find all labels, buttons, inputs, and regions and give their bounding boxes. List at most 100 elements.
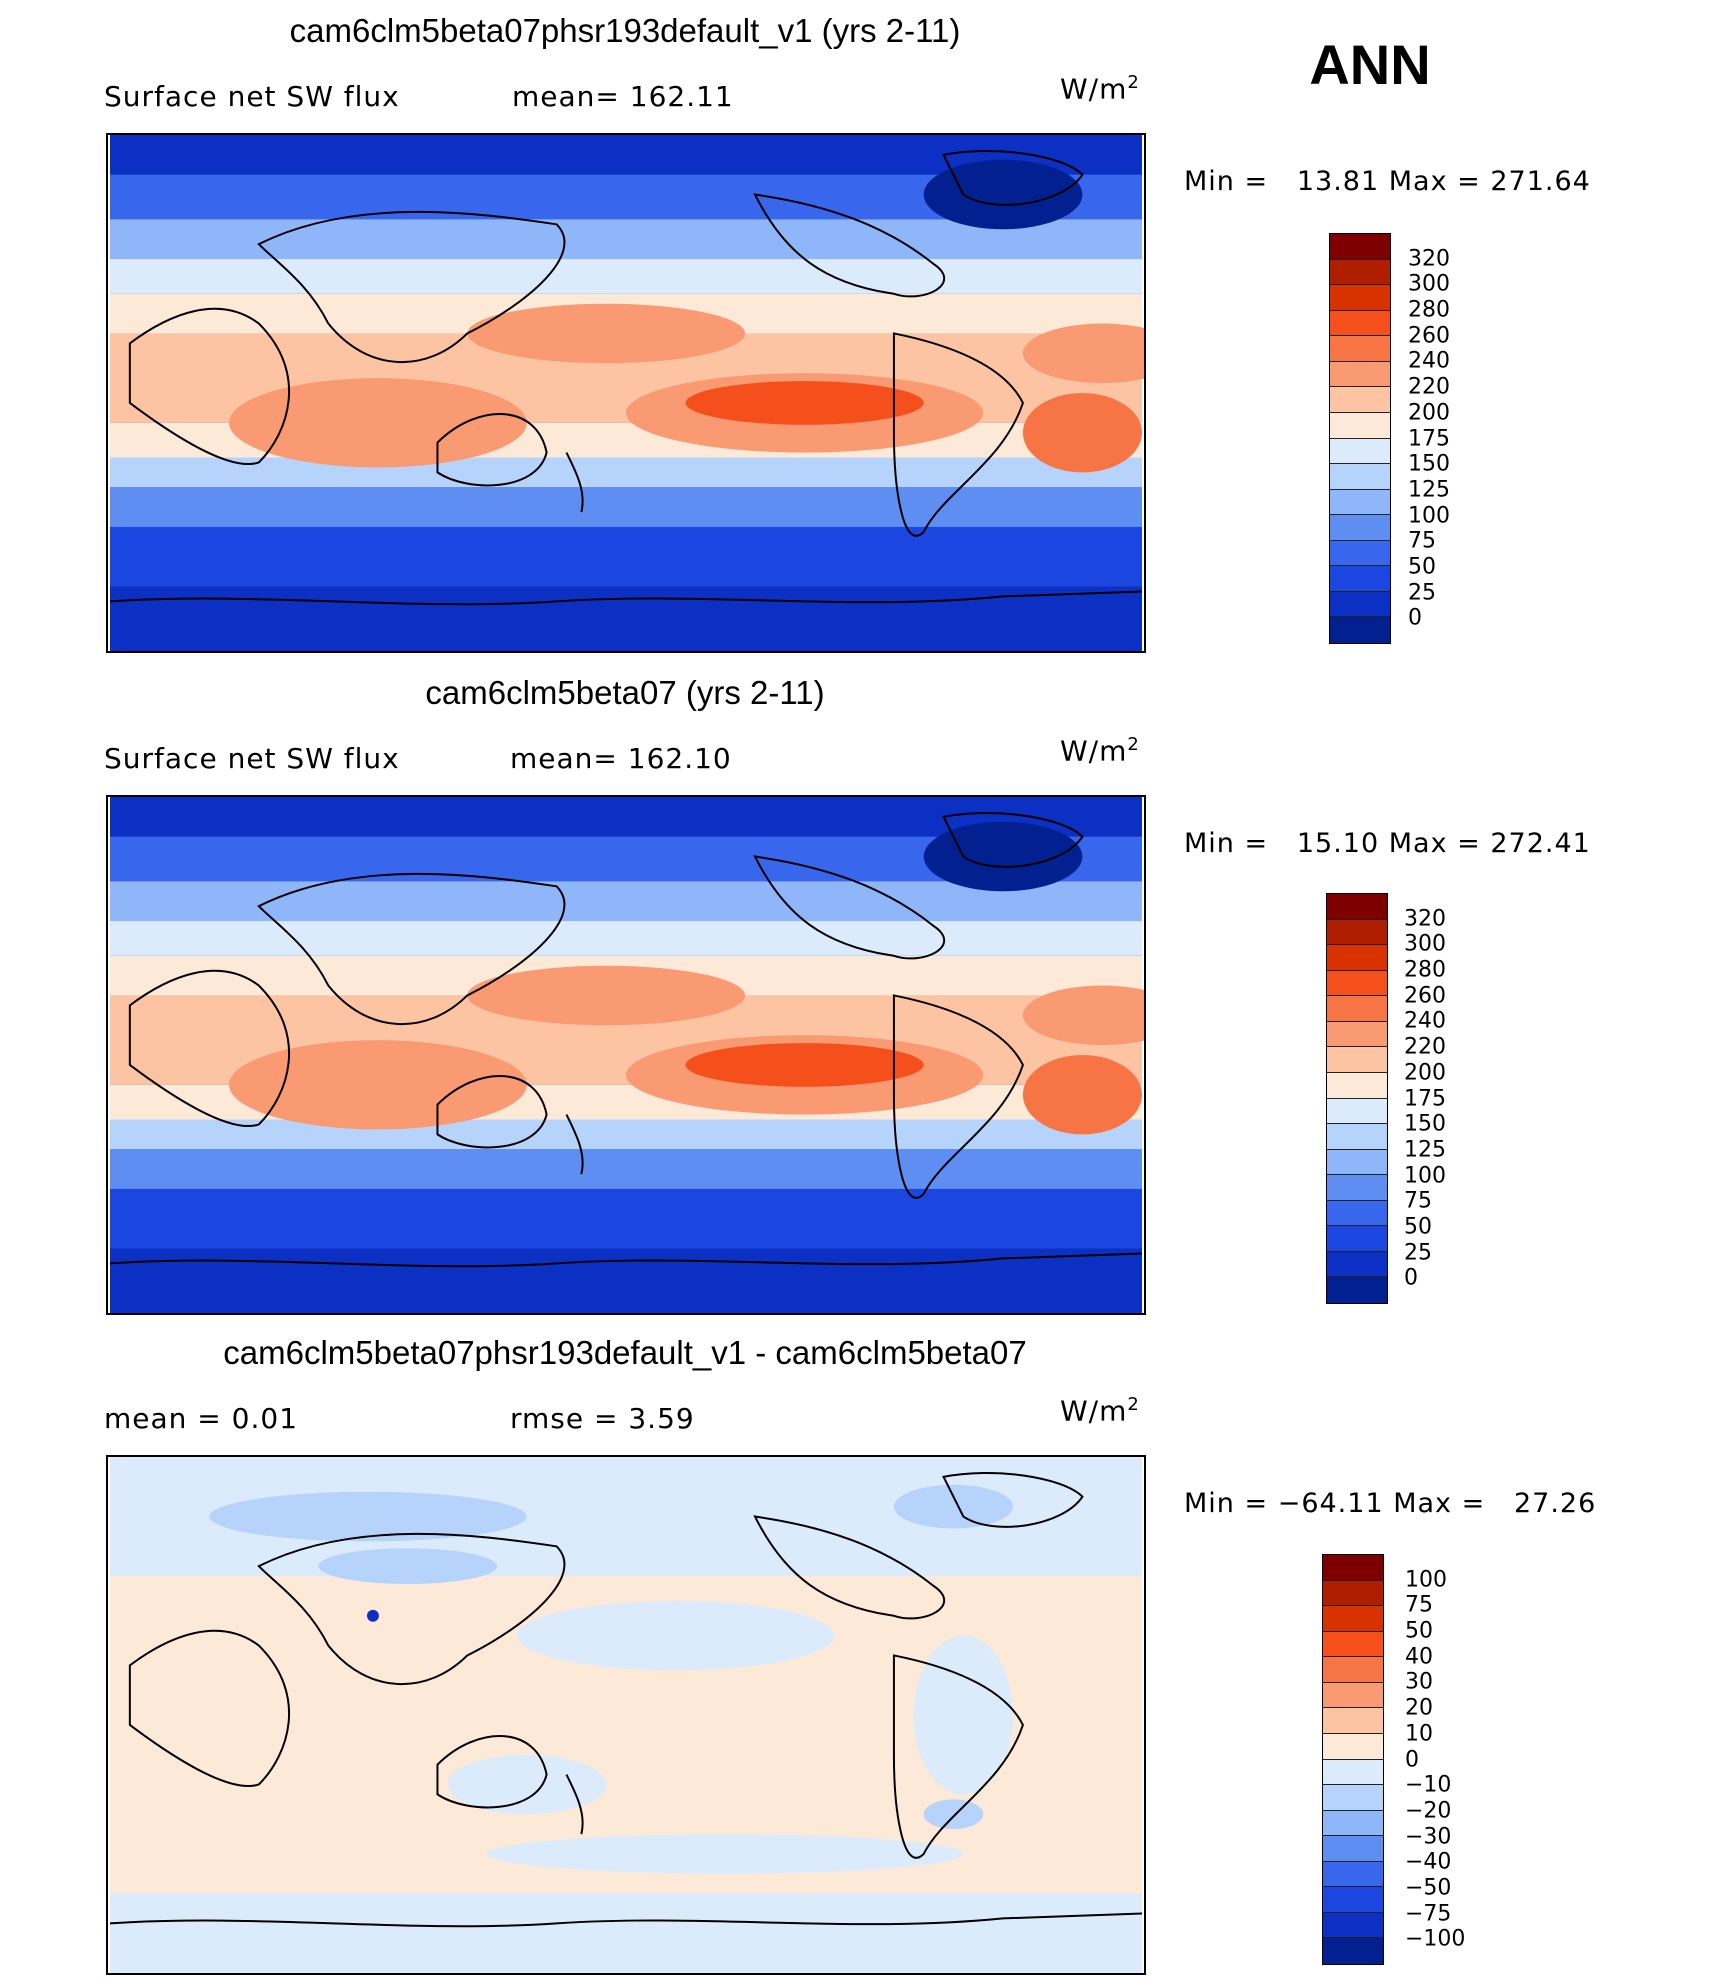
colorbar-swatch: [1327, 1277, 1387, 1303]
colorbar-tick-label: 50: [1404, 1214, 1432, 1240]
colorbar-tick-label: 30: [1405, 1669, 1433, 1695]
panel-1-mean-label: mean= 162.11: [512, 80, 734, 113]
colorbar-swatch: [1330, 387, 1390, 413]
panel-3-minmax: Min = −64.11 Max = 27.26: [1184, 1488, 1597, 1519]
colorbar-swatch: [1330, 285, 1390, 311]
colorbar-swatch: [1323, 1708, 1383, 1734]
colorbar-tick-label: 75: [1405, 1592, 1433, 1618]
colorbar-tick-label: 280: [1404, 957, 1446, 983]
panel-3-units: W/m2: [1060, 1394, 1140, 1428]
panel-2-mean-label: mean= 162.10: [510, 742, 732, 775]
panel-1-units: W/m2: [1060, 72, 1140, 106]
colorbar-swatch: [1330, 412, 1390, 439]
colorbar-swatch: [1327, 1021, 1387, 1048]
panel-3-colorbar: [1322, 1554, 1384, 1965]
colorbar-swatch: [1327, 1251, 1387, 1278]
colorbar-swatch: [1327, 1175, 1387, 1201]
panel-1-minmax: Min = 13.81 Max = 271.64: [1184, 166, 1591, 197]
colorbar-swatch: [1323, 1810, 1383, 1837]
colorbar-swatch: [1323, 1733, 1383, 1760]
colorbar-tick-label: 220: [1404, 1034, 1446, 1060]
colorbar-tick-label: 25: [1408, 580, 1436, 606]
colorbar-tick-label: 150: [1404, 1111, 1446, 1137]
colorbar-tick-label: 125: [1404, 1137, 1446, 1163]
panel-2-map: [106, 795, 1146, 1315]
colorbar-tick-label: 240: [1408, 348, 1450, 374]
panel-2-units: W/m2: [1060, 734, 1140, 768]
colorbar-tick-label: 200: [1404, 1060, 1446, 1086]
colorbar-swatch: [1323, 1938, 1383, 1964]
panel-2-colorbar: [1326, 893, 1388, 1304]
colorbar-tick-label: 40: [1405, 1644, 1433, 1670]
colorbar-swatch: [1323, 1606, 1383, 1632]
colorbar-tick-label: 240: [1404, 1008, 1446, 1034]
colorbar-swatch: [1327, 1047, 1387, 1073]
colorbar-tick-label: 150: [1408, 451, 1450, 477]
colorbar-tick-label: 0: [1408, 605, 1422, 631]
colorbar-swatch: [1330, 515, 1390, 541]
colorbar-tick-label: 25: [1404, 1240, 1432, 1266]
panel-3-mean-label: mean = 0.01: [104, 1402, 299, 1435]
panel-1-colorbar-labels: 320 300 280 260 240 220 200 175 150 125 100 75 50 25 0: [1408, 233, 1488, 644]
colorbar-tick-label: 200: [1408, 400, 1450, 426]
colorbar-tick-label: 320: [1404, 906, 1446, 932]
panel-2-variable-label: Surface net SW flux: [104, 742, 400, 775]
colorbar-swatch: [1327, 970, 1387, 997]
colorbar-tick-label: 280: [1408, 297, 1450, 323]
colorbar-swatch: [1327, 919, 1387, 946]
colorbar-swatch: [1327, 894, 1387, 920]
colorbar-tick-label: 300: [1408, 271, 1450, 297]
colorbar-swatch: [1327, 1124, 1387, 1150]
panel-1-map: [106, 133, 1146, 653]
colorbar-swatch: [1330, 566, 1390, 592]
panel-1-colorbar: [1329, 233, 1391, 644]
colorbar-tick-label: 300: [1404, 931, 1446, 957]
colorbar-swatch: [1323, 1912, 1383, 1939]
colorbar-tick-label: −30: [1405, 1824, 1452, 1850]
colorbar-swatch: [1323, 1785, 1383, 1811]
panel-3-colorbar-labels: 100 75 50 40 30 20 10 0 −10 −20 −30 −40 −50 −75 −100: [1405, 1554, 1495, 1965]
panel-1-variable-label: Surface net SW flux: [104, 80, 400, 113]
colorbar-swatch: [1330, 617, 1390, 643]
colorbar-tick-label: 260: [1404, 983, 1446, 1009]
panel-3-rmse-label: rmse = 3.59: [510, 1402, 695, 1435]
colorbar-swatch: [1330, 489, 1390, 516]
colorbar-tick-label: 220: [1408, 374, 1450, 400]
colorbar-tick-label: 10: [1405, 1721, 1433, 1747]
colorbar-swatch: [1323, 1836, 1383, 1862]
colorbar-swatch: [1323, 1861, 1383, 1888]
colorbar-swatch: [1327, 1200, 1387, 1227]
colorbar-tick-label: 0: [1404, 1265, 1418, 1291]
colorbar-swatch: [1327, 1072, 1387, 1099]
colorbar-tick-label: 20: [1405, 1695, 1433, 1721]
colorbar-swatch: [1323, 1887, 1383, 1913]
colorbar-tick-label: 320: [1408, 246, 1450, 272]
colorbar-tick-label: 175: [1408, 426, 1450, 451]
colorbar-tick-label: −75: [1405, 1901, 1452, 1927]
panel-2-minmax: Min = 15.10 Max = 272.41: [1184, 828, 1591, 859]
panel-3-title: cam6clm5beta07phsr193default_v1 - cam6cl…: [223, 1334, 1027, 1371]
colorbar-tick-label: 75: [1404, 1188, 1432, 1214]
colorbar-swatch: [1327, 945, 1387, 971]
colorbar-tick-label: 175: [1404, 1086, 1446, 1111]
colorbar-swatch: [1323, 1580, 1383, 1607]
colorbar-swatch: [1330, 310, 1390, 337]
colorbar-swatch: [1330, 540, 1390, 567]
colorbar-swatch: [1330, 438, 1390, 465]
colorbar-swatch: [1327, 1098, 1387, 1125]
colorbar-swatch: [1323, 1682, 1383, 1709]
colorbar-swatch: [1323, 1555, 1383, 1581]
colorbar-swatch: [1330, 591, 1390, 618]
colorbar-tick-label: 50: [1408, 554, 1436, 580]
panel-2-title: cam6clm5beta07 (yrs 2-11): [425, 674, 825, 711]
colorbar-tick-label: −20: [1405, 1798, 1452, 1824]
colorbar-tick-label: −50: [1405, 1875, 1452, 1901]
colorbar-tick-label: 100: [1404, 1163, 1446, 1189]
colorbar-swatch: [1330, 464, 1390, 490]
colorbar-swatch: [1327, 1149, 1387, 1176]
colorbar-tick-label: 100: [1405, 1567, 1447, 1593]
colorbar-swatch: [1327, 996, 1387, 1022]
colorbar-swatch: [1323, 1759, 1383, 1786]
colorbar-tick-label: 50: [1405, 1618, 1433, 1644]
panel-1-title: cam6clm5beta07phsr193default_v1 (yrs 2-1…: [289, 12, 961, 49]
